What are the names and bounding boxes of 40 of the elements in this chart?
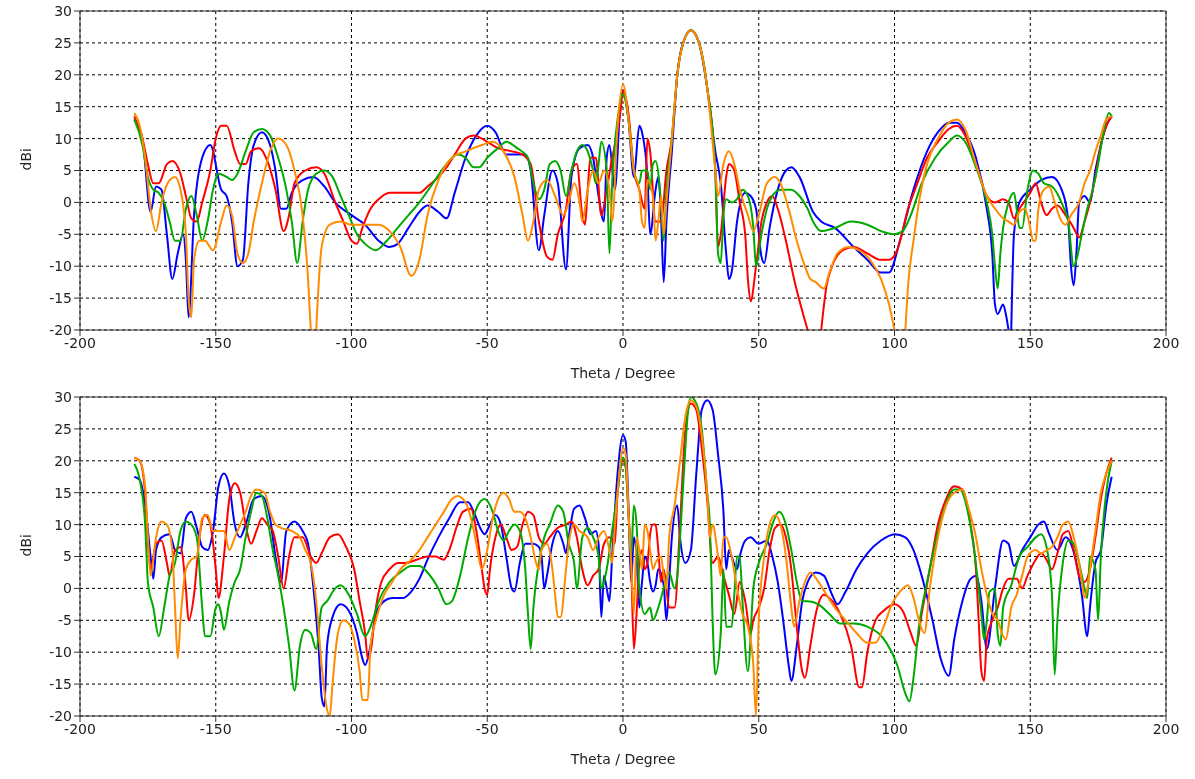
y-tick-label: 10 — [54, 130, 72, 147]
y-tick-label: 30 — [54, 388, 72, 405]
x-tick-label: 200 — [1152, 334, 1180, 351]
y-tick-label: -5 — [58, 612, 72, 629]
x-tick-label: 50 — [749, 720, 768, 737]
x-tick-label: 150 — [1016, 720, 1044, 737]
x-tick-label: -150 — [199, 334, 232, 351]
y-axis-title: dBi — [17, 534, 34, 557]
x-tick-label: -100 — [335, 720, 368, 737]
y-tick-label: 20 — [54, 66, 72, 83]
y-tick-label: 0 — [63, 194, 72, 211]
x-tick-label: 100 — [881, 334, 908, 351]
x-tick-label: 0 — [618, 334, 628, 351]
y-tick-label: 15 — [54, 484, 72, 501]
x-tick-label: 100 — [881, 720, 908, 737]
y-tick-label: -5 — [58, 226, 72, 243]
y-tick-label: -10 — [49, 644, 72, 661]
y-tick-label: 5 — [63, 548, 72, 565]
x-tick-label: -50 — [475, 720, 499, 737]
y-tick-label: 0 — [63, 580, 72, 597]
x-axis-title: Theta / Degree — [569, 751, 676, 767]
x-tick-label: -50 — [475, 334, 499, 351]
y-tick-label: -10 — [49, 258, 72, 275]
x-tick-label: 0 — [618, 720, 628, 737]
x-tick-label: 200 — [1152, 720, 1180, 737]
y-tick-label: -15 — [49, 676, 72, 693]
y-tick-label: 25 — [54, 34, 72, 51]
y-tick-label: 30 — [54, 2, 72, 19]
y-tick-label: -15 — [49, 290, 72, 307]
y-tick-label: 10 — [54, 516, 72, 533]
y-tick-label: 15 — [54, 98, 72, 115]
y-tick-label: 5 — [63, 162, 72, 179]
x-tick-label: -100 — [335, 334, 368, 351]
x-tick-label: 50 — [749, 334, 768, 351]
y-tick-label: 20 — [54, 452, 72, 469]
x-axis-title: Theta / Degree — [569, 365, 676, 381]
y-tick-label: 25 — [54, 420, 72, 437]
x-tick-label: 150 — [1016, 334, 1044, 351]
y-axis-title: dBi — [17, 148, 34, 171]
x-tick-label: -150 — [199, 720, 232, 737]
